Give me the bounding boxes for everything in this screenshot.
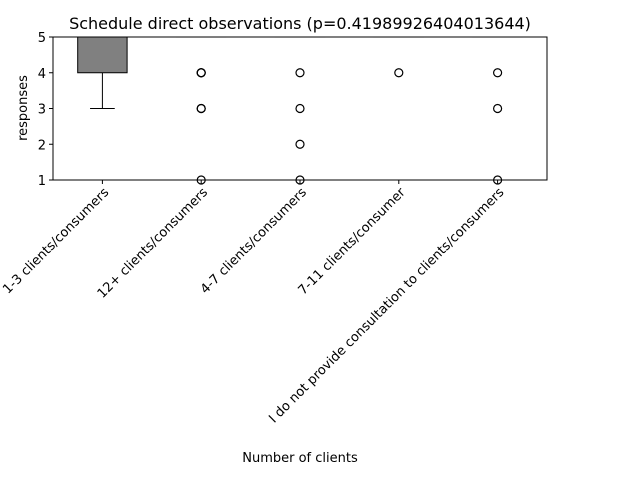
box-group [274, 36, 326, 185]
outlier-point [493, 68, 503, 78]
outlier-point [394, 68, 404, 78]
x-tick-label: 12+ clients/consumers [95, 185, 212, 302]
box [77, 36, 128, 74]
x-tick-label: 1-3 clients/consumers [0, 185, 112, 297]
box-group [176, 36, 227, 185]
outlier-point [493, 103, 503, 114]
outlier-point [295, 139, 305, 149]
outlier-point [196, 103, 206, 114]
x-axis-label: Number of clients [242, 451, 358, 466]
box-group [472, 36, 523, 185]
outlier-point [196, 68, 206, 78]
x-tick-label: I do not provide consultation to clients… [266, 185, 507, 426]
y-tick-label: 3 [38, 103, 46, 118]
outlier-point [295, 68, 305, 78]
y-axis: 1 2 3 4 5 [38, 31, 53, 189]
y-tick-label: 1 [38, 174, 46, 189]
plot-area [77, 36, 523, 185]
x-tick-label: 4-7 clients/consumers [198, 185, 310, 297]
chart-title: Schedule direct observations (p=0.419899… [69, 14, 531, 33]
x-tick-label: 7-11 clients/consumer [296, 185, 409, 298]
box-group [77, 36, 128, 109]
box-group [373, 36, 425, 78]
y-tick-label: 4 [38, 67, 46, 82]
y-tick-label: 5 [38, 31, 46, 46]
y-tick-label: 2 [38, 138, 46, 153]
y-axis-label: responses [16, 75, 31, 141]
outlier-point [295, 103, 305, 114]
